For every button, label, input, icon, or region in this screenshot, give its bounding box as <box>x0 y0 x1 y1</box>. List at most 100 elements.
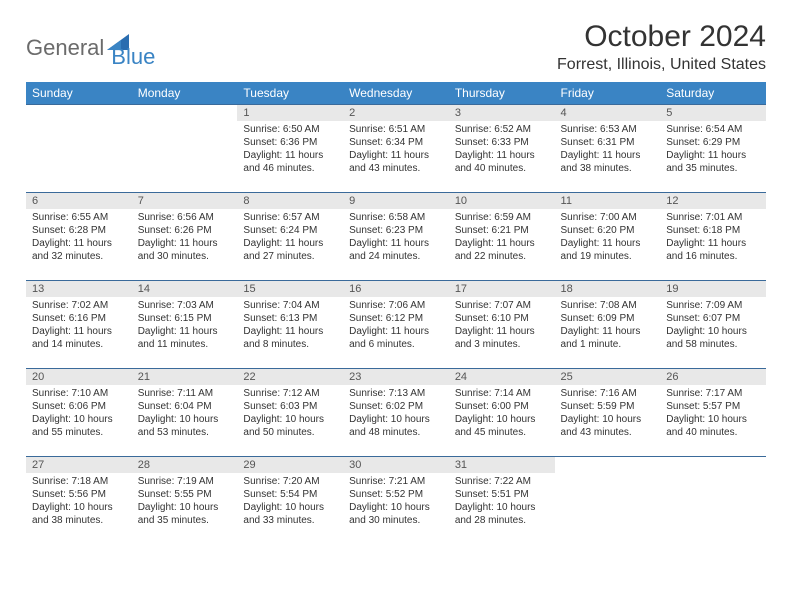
day-details: Sunrise: 6:53 AMSunset: 6:31 PMDaylight:… <box>555 121 661 179</box>
daylight-text: Daylight: 10 hours <box>666 413 760 426</box>
calendar-day-cell: 30Sunrise: 7:21 AMSunset: 5:52 PMDayligh… <box>343 457 449 545</box>
daylight-text: Daylight: 11 hours <box>561 237 655 250</box>
calendar-page: General Blue October 2024 Forrest, Illin… <box>0 0 792 555</box>
calendar-week-row: 27Sunrise: 7:18 AMSunset: 5:56 PMDayligh… <box>26 457 766 545</box>
daylight-text: and 14 minutes. <box>32 338 126 351</box>
sunrise-text: Sunrise: 6:50 AM <box>243 123 337 136</box>
calendar-day-cell: 11Sunrise: 7:00 AMSunset: 6:20 PMDayligh… <box>555 193 661 281</box>
page-header: General Blue October 2024 Forrest, Illin… <box>26 20 766 74</box>
daylight-text: Daylight: 10 hours <box>666 325 760 338</box>
daylight-text: and 16 minutes. <box>666 250 760 263</box>
daylight-text: and 24 minutes. <box>349 250 443 263</box>
day-number: 5 <box>660 105 766 121</box>
day-number: 2 <box>343 105 449 121</box>
sunset-text: Sunset: 6:04 PM <box>138 400 232 413</box>
day-details: Sunrise: 7:17 AMSunset: 5:57 PMDaylight:… <box>660 385 766 443</box>
daylight-text: Daylight: 10 hours <box>349 501 443 514</box>
sunrise-text: Sunrise: 7:19 AM <box>138 475 232 488</box>
sunrise-text: Sunrise: 7:07 AM <box>455 299 549 312</box>
calendar-day-cell: 2Sunrise: 6:51 AMSunset: 6:34 PMDaylight… <box>343 105 449 193</box>
sunset-text: Sunset: 6:10 PM <box>455 312 549 325</box>
calendar-day-cell: 8Sunrise: 6:57 AMSunset: 6:24 PMDaylight… <box>237 193 343 281</box>
day-number: 7 <box>132 193 238 209</box>
sunset-text: Sunset: 5:52 PM <box>349 488 443 501</box>
sunrise-text: Sunrise: 6:53 AM <box>561 123 655 136</box>
day-details: Sunrise: 7:11 AMSunset: 6:04 PMDaylight:… <box>132 385 238 443</box>
day-number: 28 <box>132 457 238 473</box>
calendar-day-cell <box>132 105 238 193</box>
sunrise-text: Sunrise: 7:21 AM <box>349 475 443 488</box>
calendar-day-cell: 18Sunrise: 7:08 AMSunset: 6:09 PMDayligh… <box>555 281 661 369</box>
day-details: Sunrise: 7:18 AMSunset: 5:56 PMDaylight:… <box>26 473 132 531</box>
weekday-header: Sunday <box>26 82 132 105</box>
sunset-text: Sunset: 6:36 PM <box>243 136 337 149</box>
sunrise-text: Sunrise: 7:17 AM <box>666 387 760 400</box>
day-details: Sunrise: 6:54 AMSunset: 6:29 PMDaylight:… <box>660 121 766 179</box>
sunrise-text: Sunrise: 7:20 AM <box>243 475 337 488</box>
day-number: 6 <box>26 193 132 209</box>
sunrise-text: Sunrise: 7:18 AM <box>32 475 126 488</box>
brand-part2: Blue <box>111 44 155 70</box>
day-number: 11 <box>555 193 661 209</box>
sunrise-text: Sunrise: 7:10 AM <box>32 387 126 400</box>
day-number: 13 <box>26 281 132 297</box>
daylight-text: and 46 minutes. <box>243 162 337 175</box>
sunrise-text: Sunrise: 7:08 AM <box>561 299 655 312</box>
calendar-week-row: 1Sunrise: 6:50 AMSunset: 6:36 PMDaylight… <box>26 105 766 193</box>
day-number: 14 <box>132 281 238 297</box>
calendar-day-cell: 17Sunrise: 7:07 AMSunset: 6:10 PMDayligh… <box>449 281 555 369</box>
sunrise-text: Sunrise: 7:16 AM <box>561 387 655 400</box>
sunset-text: Sunset: 6:16 PM <box>32 312 126 325</box>
sunset-text: Sunset: 6:02 PM <box>349 400 443 413</box>
weekday-header: Saturday <box>660 82 766 105</box>
title-block: October 2024 Forrest, Illinois, United S… <box>557 20 766 74</box>
sunrise-text: Sunrise: 7:00 AM <box>561 211 655 224</box>
daylight-text: and 8 minutes. <box>243 338 337 351</box>
calendar-day-cell <box>660 457 766 545</box>
calendar-day-cell <box>555 457 661 545</box>
daylight-text: Daylight: 11 hours <box>349 237 443 250</box>
calendar-day-cell: 27Sunrise: 7:18 AMSunset: 5:56 PMDayligh… <box>26 457 132 545</box>
daylight-text: Daylight: 11 hours <box>666 149 760 162</box>
sunset-text: Sunset: 6:07 PM <box>666 312 760 325</box>
daylight-text: and 1 minute. <box>561 338 655 351</box>
calendar-day-cell: 24Sunrise: 7:14 AMSunset: 6:00 PMDayligh… <box>449 369 555 457</box>
sunset-text: Sunset: 5:59 PM <box>561 400 655 413</box>
calendar-day-cell: 1Sunrise: 6:50 AMSunset: 6:36 PMDaylight… <box>237 105 343 193</box>
daylight-text: Daylight: 11 hours <box>243 237 337 250</box>
weekday-header: Tuesday <box>237 82 343 105</box>
daylight-text: Daylight: 11 hours <box>243 325 337 338</box>
daylight-text: Daylight: 10 hours <box>455 413 549 426</box>
daylight-text: Daylight: 10 hours <box>138 501 232 514</box>
day-details: Sunrise: 7:08 AMSunset: 6:09 PMDaylight:… <box>555 297 661 355</box>
day-details: Sunrise: 6:50 AMSunset: 6:36 PMDaylight:… <box>237 121 343 179</box>
sunset-text: Sunset: 6:09 PM <box>561 312 655 325</box>
calendar-day-cell: 31Sunrise: 7:22 AMSunset: 5:51 PMDayligh… <box>449 457 555 545</box>
day-number: 31 <box>449 457 555 473</box>
sunrise-text: Sunrise: 6:55 AM <box>32 211 126 224</box>
day-details: Sunrise: 7:16 AMSunset: 5:59 PMDaylight:… <box>555 385 661 443</box>
calendar-table: SundayMondayTuesdayWednesdayThursdayFrid… <box>26 82 766 545</box>
day-details: Sunrise: 7:22 AMSunset: 5:51 PMDaylight:… <box>449 473 555 531</box>
weekday-header: Wednesday <box>343 82 449 105</box>
sunset-text: Sunset: 6:06 PM <box>32 400 126 413</box>
day-number: 17 <box>449 281 555 297</box>
daylight-text: Daylight: 11 hours <box>138 237 232 250</box>
daylight-text: Daylight: 10 hours <box>243 413 337 426</box>
daylight-text: and 19 minutes. <box>561 250 655 263</box>
day-number: 27 <box>26 457 132 473</box>
daylight-text: and 58 minutes. <box>666 338 760 351</box>
day-details: Sunrise: 7:20 AMSunset: 5:54 PMDaylight:… <box>237 473 343 531</box>
daylight-text: and 32 minutes. <box>32 250 126 263</box>
daylight-text: Daylight: 11 hours <box>349 325 443 338</box>
calendar-body: 1Sunrise: 6:50 AMSunset: 6:36 PMDaylight… <box>26 105 766 545</box>
day-details: Sunrise: 7:09 AMSunset: 6:07 PMDaylight:… <box>660 297 766 355</box>
sunrise-text: Sunrise: 6:58 AM <box>349 211 443 224</box>
day-number: 3 <box>449 105 555 121</box>
day-number: 10 <box>449 193 555 209</box>
sunset-text: Sunset: 6:26 PM <box>138 224 232 237</box>
calendar-day-cell: 22Sunrise: 7:12 AMSunset: 6:03 PMDayligh… <box>237 369 343 457</box>
daylight-text: and 27 minutes. <box>243 250 337 263</box>
day-details: Sunrise: 7:07 AMSunset: 6:10 PMDaylight:… <box>449 297 555 355</box>
day-details: Sunrise: 7:03 AMSunset: 6:15 PMDaylight:… <box>132 297 238 355</box>
